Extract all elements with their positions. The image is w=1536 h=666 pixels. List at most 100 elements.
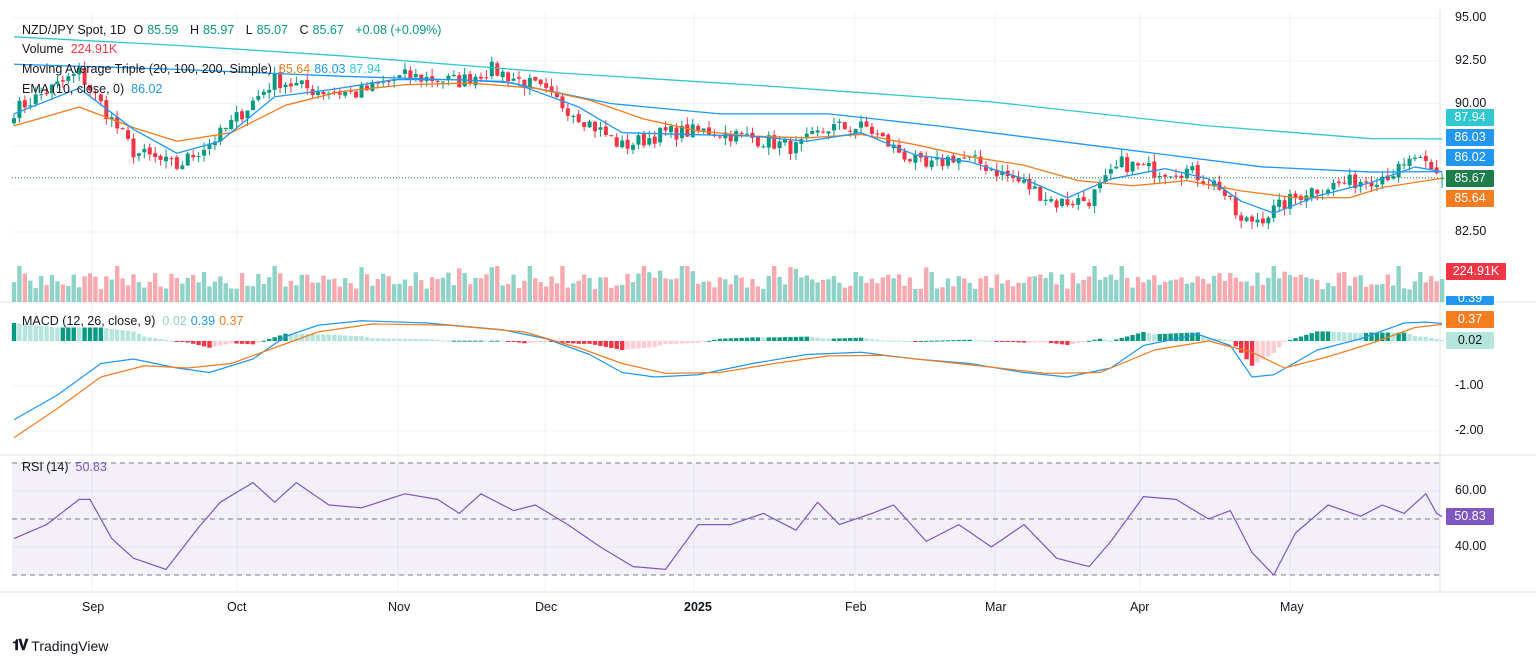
candle-body xyxy=(451,75,456,77)
macd-histogram-bar xyxy=(1141,332,1146,341)
volume-bar xyxy=(674,278,679,302)
macd-histogram-bar xyxy=(695,341,701,343)
candle-body xyxy=(147,147,152,155)
volume-bar xyxy=(1010,286,1016,302)
candle-body xyxy=(924,156,929,167)
candle-body xyxy=(1293,193,1298,198)
candle-body xyxy=(973,155,978,157)
volume-bar xyxy=(185,277,190,302)
candle-body xyxy=(717,136,722,138)
candle-body xyxy=(55,81,60,85)
macd-histogram-bar xyxy=(1190,332,1195,341)
candle-body xyxy=(1288,193,1293,209)
candle-body xyxy=(875,133,880,135)
volume-bar xyxy=(495,266,500,302)
volume-bar xyxy=(896,274,902,302)
volume-bar xyxy=(424,288,429,302)
macd-histogram-bar xyxy=(1309,333,1314,341)
volume-legend-value: 224.91K xyxy=(70,42,118,56)
volume-bar xyxy=(1271,266,1276,302)
macd-signal-badge: 0.37 xyxy=(1446,311,1494,328)
candle-body xyxy=(538,79,543,85)
candle-body xyxy=(435,80,440,82)
candle-body xyxy=(223,128,228,130)
volume-bar xyxy=(924,267,929,302)
macd-histogram-bar xyxy=(924,340,929,342)
macd-histogram-bar xyxy=(82,327,87,341)
volume-bar xyxy=(60,284,66,302)
candle-body xyxy=(1315,189,1320,194)
macd-histogram-bar xyxy=(603,341,609,347)
candle-body xyxy=(1385,175,1390,181)
macd-histogram-bar xyxy=(76,327,82,341)
macd-histogram-bar xyxy=(533,341,538,343)
macd-histogram-bar xyxy=(1412,336,1418,341)
macd-histogram-bar xyxy=(1119,338,1124,341)
candle-body xyxy=(929,160,934,168)
macd-histogram-bar xyxy=(1195,332,1200,341)
volume-bar xyxy=(136,282,142,302)
volume-bar xyxy=(945,278,951,302)
volume-bar xyxy=(1325,282,1331,302)
macd-histogram-bar xyxy=(22,324,28,341)
volume-bar xyxy=(837,282,842,302)
candle-body xyxy=(902,151,907,160)
macd-histogram-bar xyxy=(1135,333,1141,341)
volume-bar xyxy=(733,275,739,302)
macd-histogram-bar xyxy=(1000,341,1005,342)
macd-histogram-bar xyxy=(1200,335,1206,341)
candle-body xyxy=(842,122,847,130)
volume-bar xyxy=(826,279,831,302)
macd-histogram-bar xyxy=(581,341,587,344)
candle-body xyxy=(750,132,755,138)
macd-histogram-bar xyxy=(1233,341,1238,347)
ema-legend-label: EMA (10, close, 0) xyxy=(22,82,125,96)
volume-bar xyxy=(706,281,712,302)
candle-body xyxy=(962,157,967,159)
macd-histogram-bar xyxy=(1124,336,1130,341)
y-axis-tick: 95.00 xyxy=(1455,10,1487,24)
macd-histogram-bar xyxy=(71,327,76,341)
volume-bar xyxy=(478,278,484,302)
macd-histogram-bar xyxy=(864,338,869,341)
candle-body xyxy=(1407,158,1412,166)
candle-body xyxy=(945,156,950,166)
macd-histogram-bar xyxy=(419,339,424,341)
macd-histogram-bar xyxy=(1228,339,1233,341)
candle-body xyxy=(593,121,598,132)
volume-bar xyxy=(446,272,451,302)
volume-bar xyxy=(1190,282,1195,302)
volume-bar xyxy=(109,279,114,302)
macd-histogram-bar xyxy=(630,341,636,350)
macd-histogram-bar xyxy=(180,341,185,343)
candle-body xyxy=(484,77,489,79)
macd-histogram-bar xyxy=(891,340,896,342)
candle-body xyxy=(1309,188,1314,198)
volume-bar xyxy=(207,286,212,302)
volume-bar xyxy=(229,288,234,302)
volume-bar xyxy=(1076,283,1081,302)
candle-body xyxy=(511,78,516,81)
macd-histogram-bar xyxy=(902,340,907,342)
volume-bar xyxy=(1027,276,1032,302)
macd-histogram-bar xyxy=(283,333,288,341)
macd-histogram-bar xyxy=(636,341,641,349)
volume-bar xyxy=(1070,273,1076,302)
volume-bar xyxy=(125,285,131,302)
candle-body xyxy=(489,61,494,77)
macd-histogram-bar xyxy=(799,336,804,341)
volume-bar xyxy=(261,284,266,302)
rsi-legend-value: 50.83 xyxy=(75,460,107,474)
candle-body xyxy=(60,80,65,82)
ohlc-low: L 85.07 xyxy=(245,23,288,37)
rsi-badge: 50.83 xyxy=(1446,508,1494,525)
volume-bar xyxy=(1059,274,1065,302)
volume-bar xyxy=(690,271,695,302)
candle-body xyxy=(1125,157,1130,172)
macd-histogram-bar xyxy=(1336,332,1342,341)
candle-body xyxy=(283,84,288,88)
macd-histogram-bar xyxy=(668,341,674,344)
tradingview-brand[interactable]: 𝟏𝐕 TradingView xyxy=(12,637,108,654)
volume-bar xyxy=(299,274,304,302)
volume-bar xyxy=(1065,288,1070,302)
